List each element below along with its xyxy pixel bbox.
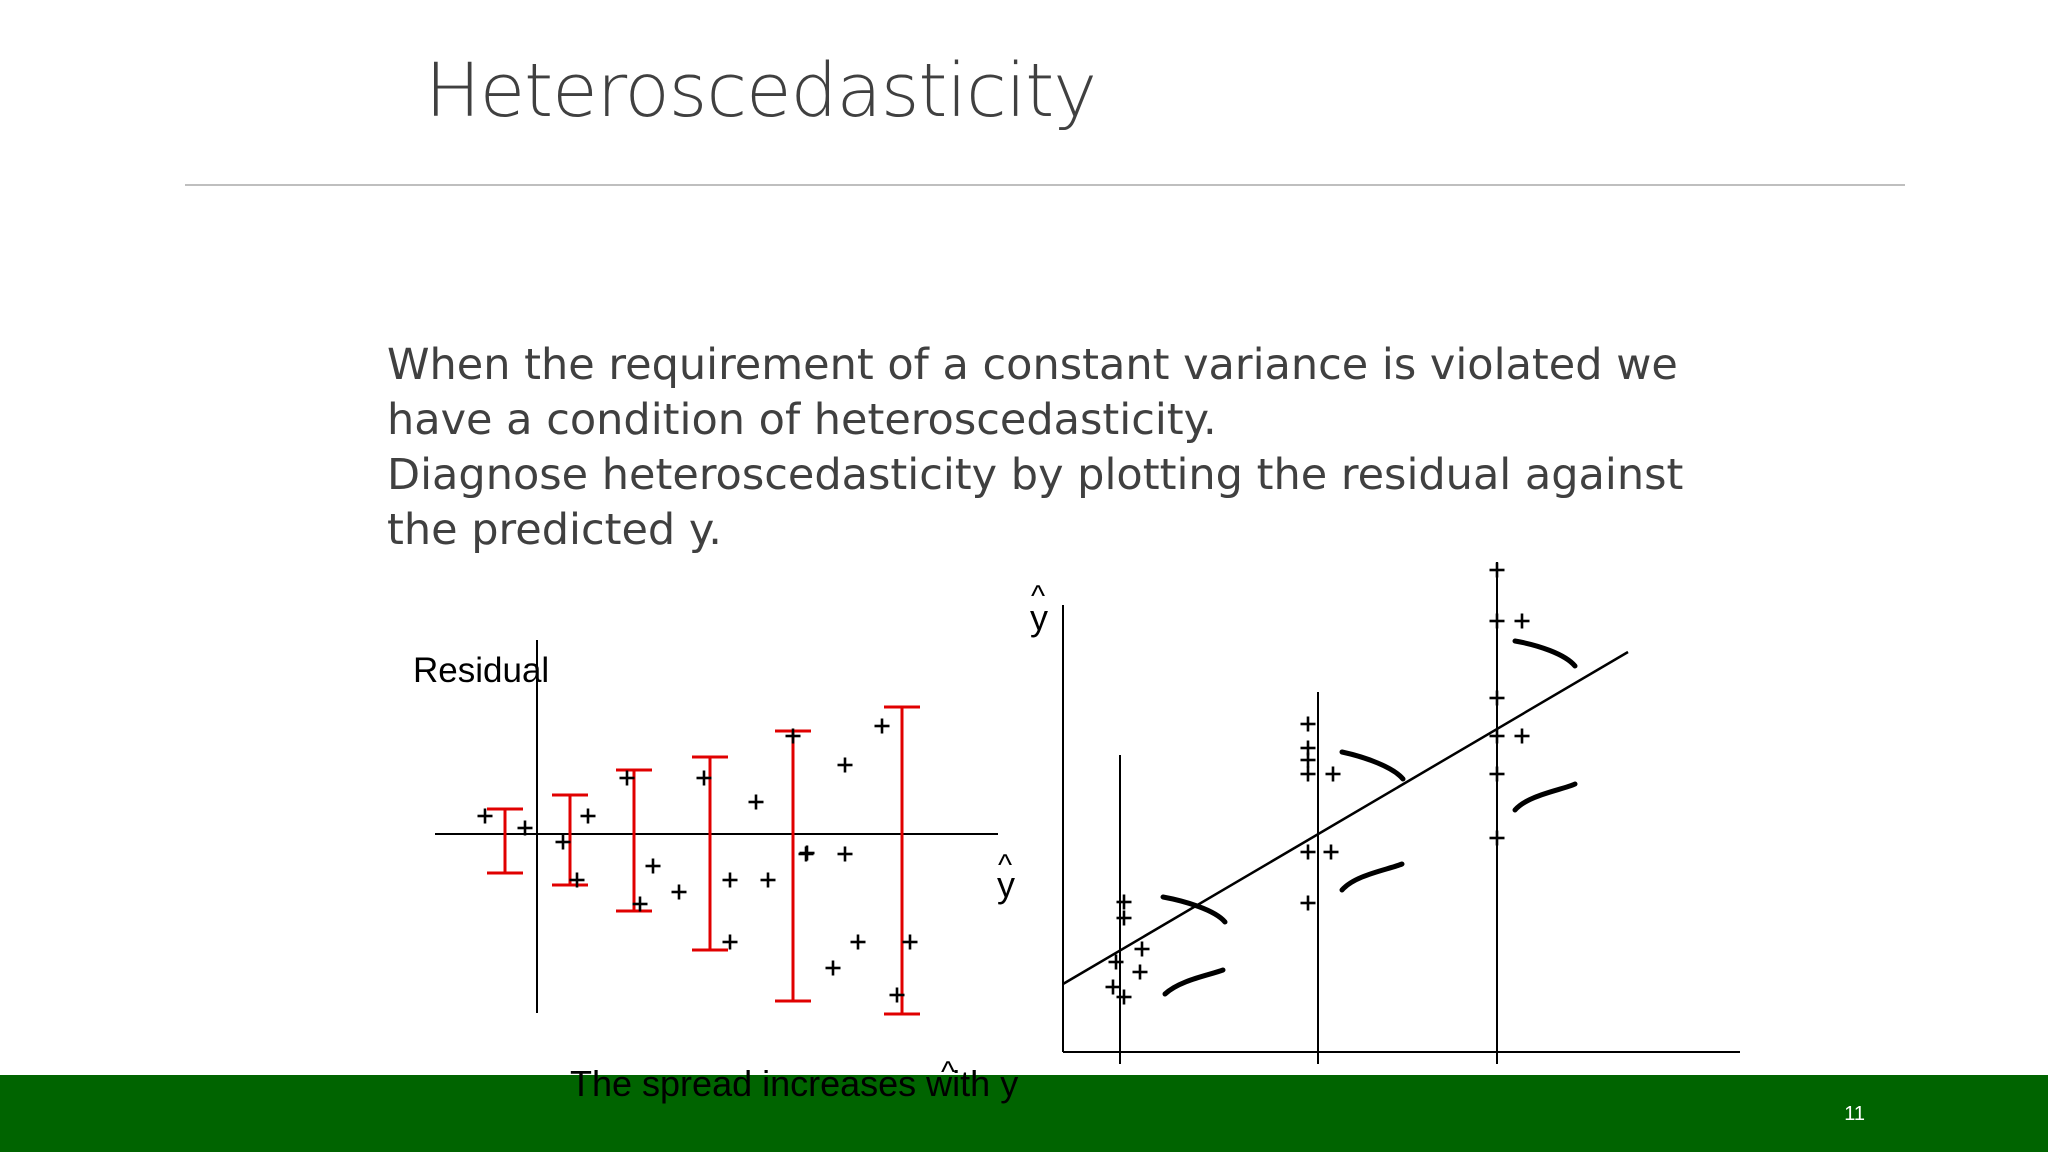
left-error-bars bbox=[487, 705, 920, 1016]
paragraph-diagnosis: Diagnose heteroscedasticity by plotting … bbox=[387, 450, 1684, 555]
data-point bbox=[1132, 964, 1148, 980]
data-point bbox=[1116, 910, 1132, 926]
residual-point bbox=[517, 820, 533, 836]
residual-point bbox=[837, 846, 853, 862]
distribution-curves bbox=[1160, 638, 1578, 997]
residual-point bbox=[825, 960, 841, 976]
data-point bbox=[1489, 562, 1505, 578]
distribution-curve bbox=[1512, 638, 1578, 669]
data-point bbox=[1300, 766, 1316, 782]
data-point bbox=[1134, 941, 1150, 957]
error-bar bbox=[552, 793, 588, 887]
distribution-curve bbox=[1339, 749, 1406, 782]
error-bar bbox=[884, 705, 920, 1016]
left-residual-points bbox=[477, 718, 918, 1003]
residual-point bbox=[760, 872, 776, 888]
residual-point bbox=[696, 770, 712, 786]
caption-text: The spread increases with y bbox=[570, 1063, 1019, 1104]
data-point bbox=[1514, 613, 1530, 629]
data-point bbox=[1489, 728, 1505, 744]
residual-point bbox=[785, 728, 801, 744]
residual-point bbox=[477, 808, 493, 824]
data-point bbox=[1489, 613, 1505, 629]
page-number: 11 bbox=[1844, 1103, 1865, 1125]
distribution-curve bbox=[1160, 894, 1228, 925]
residual-point bbox=[902, 934, 918, 950]
error-bar bbox=[616, 768, 652, 913]
data-point bbox=[1300, 716, 1316, 732]
left-xlabel-hat: ^ bbox=[998, 849, 1012, 882]
residual-point bbox=[580, 808, 596, 824]
slide-body: When the requirement of a constant varia… bbox=[387, 338, 1707, 558]
paragraph-definition: When the requirement of a constant varia… bbox=[387, 340, 1678, 445]
data-point bbox=[1489, 690, 1505, 706]
regression-line bbox=[1062, 650, 1629, 986]
data-point bbox=[1323, 844, 1339, 860]
residual-point bbox=[889, 987, 905, 1003]
residual-point bbox=[569, 872, 585, 888]
data-point bbox=[1300, 844, 1316, 860]
distribution-curve bbox=[1512, 781, 1578, 813]
right-ylabel: y bbox=[1030, 597, 1048, 638]
data-point bbox=[1325, 766, 1341, 782]
left-ylabel: Residual bbox=[413, 651, 549, 690]
right-data-points bbox=[1105, 562, 1530, 1005]
residual-point bbox=[619, 770, 635, 786]
residual-point bbox=[799, 845, 815, 861]
data-point bbox=[1514, 728, 1530, 744]
residual-point bbox=[748, 794, 764, 810]
residual-point bbox=[874, 718, 890, 734]
residual-point bbox=[850, 934, 866, 950]
data-point bbox=[1108, 954, 1124, 970]
diagram-caption: The spread increases with y bbox=[570, 1063, 1018, 1105]
slide-title: Heteroscedasticity bbox=[425, 48, 1097, 134]
left-xlabel: y bbox=[997, 864, 1015, 905]
error-bar bbox=[487, 807, 523, 875]
data-point bbox=[1105, 979, 1121, 995]
distribution-curve bbox=[1162, 967, 1226, 997]
residual-point bbox=[837, 757, 853, 773]
error-bar bbox=[692, 755, 728, 952]
footer-bar bbox=[0, 1075, 2048, 1152]
residual-point bbox=[645, 858, 661, 874]
residual-point bbox=[722, 934, 738, 950]
title-divider bbox=[185, 184, 1905, 186]
right-ylabel-hat: ^ bbox=[1031, 580, 1045, 613]
data-point bbox=[1116, 989, 1132, 1005]
data-point bbox=[1300, 752, 1316, 768]
residual-point bbox=[722, 872, 738, 888]
error-bar bbox=[775, 729, 811, 1003]
left-residual-plot: Residual ^ y bbox=[413, 640, 1015, 1016]
data-point bbox=[1116, 894, 1132, 910]
data-point bbox=[1489, 830, 1505, 846]
distribution-curve bbox=[1339, 861, 1405, 893]
residual-point bbox=[632, 896, 648, 912]
data-point bbox=[1300, 895, 1316, 911]
residual-point bbox=[555, 834, 571, 850]
data-point bbox=[1489, 766, 1505, 782]
residual-point bbox=[671, 884, 687, 900]
right-regression-plot: ^ y bbox=[1030, 562, 1740, 1064]
